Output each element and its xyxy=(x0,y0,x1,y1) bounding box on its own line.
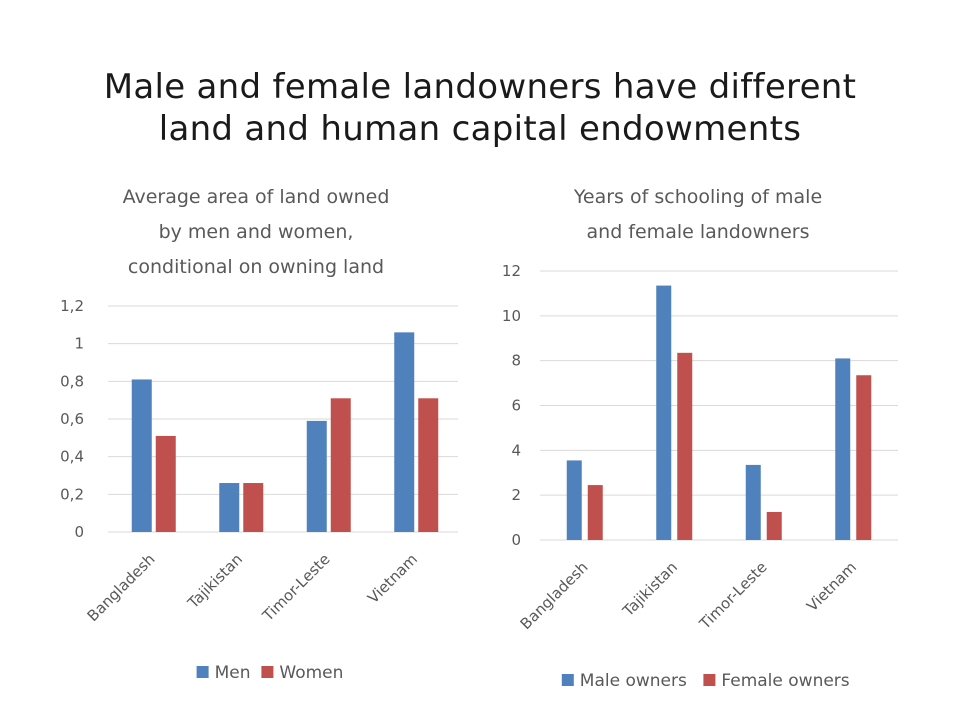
school-bar-female-owners-vietnam xyxy=(856,375,872,540)
school-category-label: Vietnam xyxy=(803,558,860,615)
land-chart-title-line-2: by men and women, xyxy=(159,221,354,243)
school-bar-male-owners-bangladesh xyxy=(566,460,582,540)
land-bar-men-vietnam xyxy=(394,332,415,532)
land-bar-men-tajikistan xyxy=(219,483,240,532)
school-y-tick-label: 6 xyxy=(511,397,521,415)
land-y-tick-label: 0 xyxy=(74,523,84,541)
school-y-tick-label: 4 xyxy=(511,441,521,459)
school-bar-female-owners-bangladesh xyxy=(587,485,603,540)
school-y-tick-label: 8 xyxy=(511,352,521,370)
land-bar-men-bangladesh xyxy=(131,379,152,532)
land-y-tick-label: 0,2 xyxy=(60,485,84,503)
land-y-tick-label: 0,8 xyxy=(60,372,84,390)
land-y-tick-label: 0,6 xyxy=(60,410,84,428)
land-bar-men-timor-leste xyxy=(306,420,327,532)
school-y-tick-label: 10 xyxy=(502,307,521,325)
school-category-label: Bangladesh xyxy=(517,558,592,633)
land-chart-title-line-3: conditional on owning land xyxy=(128,256,384,278)
slide-title: Male and female landowners have differen… xyxy=(40,66,920,150)
land-legend-label: Men xyxy=(215,663,251,683)
school-category-label: Timor-Leste xyxy=(695,558,770,633)
land-y-tick-label: 0,4 xyxy=(60,448,84,466)
school-legend-swatch xyxy=(703,674,716,686)
land-bar-women-tajikistan xyxy=(243,483,264,532)
slide-title-line-1: Male and female landowners have differen… xyxy=(103,67,857,107)
school-y-tick-label: 2 xyxy=(511,486,521,504)
school-chart-title-line-1: Years of schooling of male xyxy=(573,186,822,208)
land-legend-swatch xyxy=(261,666,274,678)
school-bar-male-owners-vietnam xyxy=(835,358,851,540)
land-legend-swatch xyxy=(196,666,209,678)
land-y-tick-label: 1,2 xyxy=(60,297,84,315)
school-bar-male-owners-timor-leste xyxy=(745,464,761,540)
school-bar-female-owners-timor-leste xyxy=(766,511,782,540)
school-bar-male-owners-tajikistan xyxy=(656,285,672,540)
school-chart-title-line-2: and female landowners xyxy=(587,221,810,243)
land-category-label: Bangladesh xyxy=(84,550,159,625)
school-bar-female-owners-tajikistan xyxy=(677,352,693,540)
school-category-label: Tajikistan xyxy=(619,558,682,621)
school-y-tick-label: 12 xyxy=(502,262,521,280)
land-chart-title-line-1: Average area of land owned xyxy=(123,186,390,208)
school-legend-label: Male owners xyxy=(580,671,687,691)
land-category-label: Vietnam xyxy=(364,550,421,607)
school-legend-label: Female owners xyxy=(721,671,849,691)
school-legend-swatch xyxy=(561,674,574,686)
school-y-tick-label: 0 xyxy=(511,531,521,549)
land-legend-label: Women xyxy=(279,663,343,683)
slide-title-line-2: land and human capital endowments xyxy=(158,109,802,149)
land-category-label: Timor-Leste xyxy=(258,550,333,625)
land-y-tick-label: 1 xyxy=(74,335,84,353)
land-category-label: Tajikistan xyxy=(184,550,247,613)
land-bar-women-bangladesh xyxy=(155,435,176,532)
land-bar-women-timor-leste xyxy=(330,398,351,532)
land-bar-women-vietnam xyxy=(418,398,439,532)
